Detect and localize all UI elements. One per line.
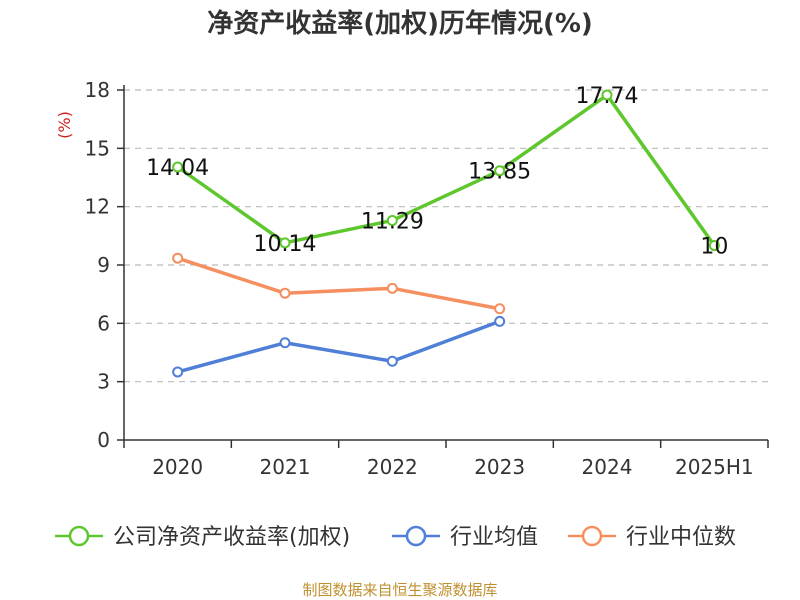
series-group bbox=[172, 89, 720, 378]
data-label: 10 bbox=[700, 235, 728, 260]
series-point bbox=[494, 315, 506, 327]
series-point bbox=[386, 214, 398, 226]
legend-label: 行业均值 bbox=[450, 525, 538, 550]
series-point bbox=[386, 282, 398, 294]
legend-swatch-marker bbox=[581, 525, 603, 547]
y-axis-unit-label: (%) bbox=[55, 111, 74, 139]
grid-lines bbox=[124, 89, 768, 383]
data-label: 17.74 bbox=[576, 84, 639, 109]
series-point bbox=[601, 89, 613, 101]
x-tick-label: 2023 bbox=[474, 455, 525, 479]
series-point bbox=[172, 161, 184, 173]
x-tick-label: 2024 bbox=[582, 455, 633, 479]
series-line bbox=[177, 319, 501, 374]
series-line bbox=[176, 93, 716, 247]
x-tick-label: 2020 bbox=[152, 455, 203, 479]
series-point bbox=[494, 165, 506, 177]
series-point bbox=[494, 303, 506, 315]
legend-swatch-marker bbox=[405, 525, 427, 547]
series-point bbox=[172, 366, 184, 378]
data-labels: 14.04 10.14 11.29 13.85 17.74 10 bbox=[146, 84, 728, 259]
y-tick-label: 6 bbox=[97, 311, 110, 335]
legend-label: 行业中位数 bbox=[626, 525, 736, 550]
y-tick-label: 9 bbox=[97, 253, 110, 277]
data-label: 11.29 bbox=[361, 209, 424, 234]
legend-label: 公司净资产收益率(加权) bbox=[113, 525, 350, 550]
x-axis-ticks: 2020 2021 2022 2023 2024 2025H1 bbox=[123, 440, 769, 479]
y-tick-label: 0 bbox=[97, 428, 110, 452]
series-line bbox=[177, 256, 500, 311]
y-tick-label: 12 bbox=[85, 195, 110, 219]
x-tick-label: 2021 bbox=[260, 455, 311, 479]
x-tick-label: 2025H1 bbox=[675, 455, 754, 479]
data-label: 13.85 bbox=[468, 160, 531, 185]
series-point bbox=[279, 337, 291, 349]
series-point bbox=[172, 252, 184, 264]
series-point bbox=[279, 287, 291, 299]
series-point bbox=[708, 240, 720, 252]
x-tick-label: 2022 bbox=[367, 455, 418, 479]
y-tick-label: 18 bbox=[85, 78, 110, 102]
series-point bbox=[279, 237, 291, 249]
axes bbox=[123, 85, 768, 441]
data-label: 10.14 bbox=[254, 232, 317, 257]
legend-swatch-marker bbox=[68, 525, 90, 547]
series-point bbox=[386, 355, 398, 367]
source-note: 制图数据来自恒生聚源数据库 bbox=[302, 581, 497, 599]
data-label: 14.04 bbox=[146, 156, 209, 181]
legend[interactable]: 公司净资产收益率(加权) 行业均值 行业中位数 bbox=[55, 525, 736, 550]
y-tick-label: 15 bbox=[85, 136, 110, 160]
chart-title: 净资产收益率(加权)历年情况(%) bbox=[207, 8, 593, 39]
y-tick-label: 3 bbox=[97, 370, 110, 394]
y-axis-ticks: 0 3 6 9 12 15 18 bbox=[85, 78, 124, 452]
